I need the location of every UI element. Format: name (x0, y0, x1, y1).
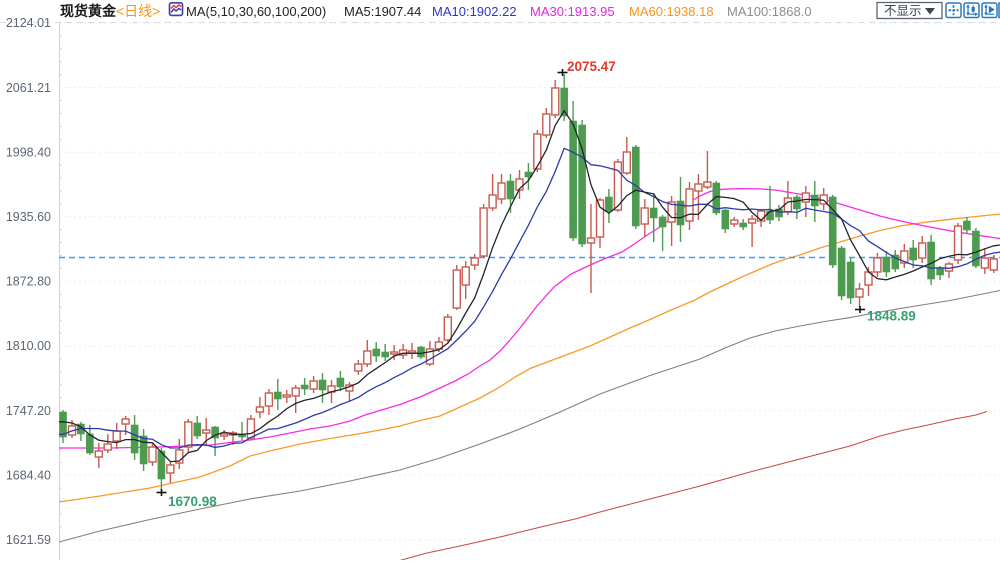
svg-text:MA60:1938.18: MA60:1938.18 (629, 4, 714, 19)
svg-text:MA10:1902.22: MA10:1902.22 (432, 4, 517, 19)
svg-text:1684.40: 1684.40 (6, 468, 51, 482)
svg-text:现货黄金: 现货黄金 (60, 3, 117, 19)
svg-text:1621.59: 1621.59 (6, 533, 51, 547)
svg-text:MA(5,10,30,60,100,200): MA(5,10,30,60,100,200) (186, 4, 326, 19)
svg-text:2124.01: 2124.01 (6, 16, 51, 30)
svg-text:1998.40: 1998.40 (6, 145, 51, 159)
svg-text:1872.80: 1872.80 (6, 275, 51, 289)
svg-text:1747.20: 1747.20 (6, 404, 51, 418)
svg-text:MA5:1907.44: MA5:1907.44 (344, 4, 421, 19)
svg-text:MA30:1913.95: MA30:1913.95 (530, 4, 615, 19)
svg-text:1848.89: 1848.89 (867, 309, 916, 324)
svg-text:1670.98: 1670.98 (168, 494, 217, 509)
svg-text:2061.21: 2061.21 (6, 81, 51, 95)
svg-text:2075.47: 2075.47 (567, 59, 616, 74)
svg-text:1810.00: 1810.00 (6, 339, 51, 353)
svg-text:<日线>: <日线> (116, 3, 160, 19)
svg-text:MA100:1868.0: MA100:1868.0 (727, 4, 812, 19)
svg-text:1935.60: 1935.60 (6, 210, 51, 224)
svg-text:不显示: 不显示 (884, 4, 922, 18)
